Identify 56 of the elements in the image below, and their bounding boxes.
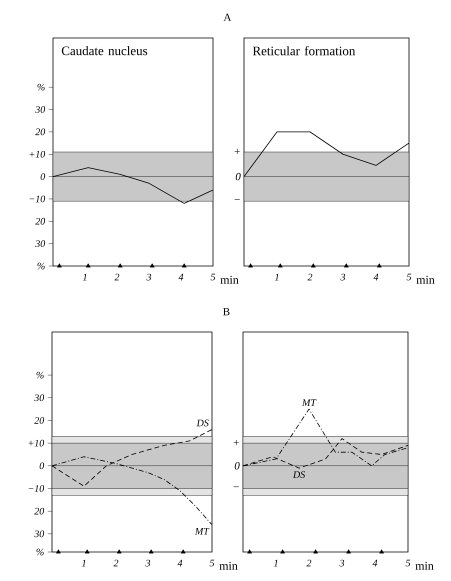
annotation: DS bbox=[292, 471, 306, 478]
x-tick-label: 5 bbox=[210, 274, 216, 280]
annotation: DS bbox=[196, 420, 209, 426]
annotation: + bbox=[234, 148, 240, 154]
x-tick-label: 2 bbox=[114, 274, 120, 280]
x-tick-label: 4 bbox=[178, 560, 182, 566]
x-axis-title: min bbox=[220, 276, 239, 284]
y-tick-label: 30 bbox=[35, 240, 46, 248]
annotation: 0 bbox=[234, 462, 240, 470]
y-tick-label: 30 bbox=[34, 394, 44, 402]
x-tick-label: 2 bbox=[308, 274, 312, 280]
x-tick-label: 5 bbox=[406, 274, 412, 280]
annotation: 0 bbox=[236, 172, 241, 180]
text: A bbox=[224, 14, 232, 21]
chart-title: Caudate nucleus bbox=[62, 46, 148, 56]
y-tick-label: 20 bbox=[35, 218, 46, 225]
annotation: MT bbox=[194, 528, 210, 534]
annotation: MT bbox=[302, 399, 317, 406]
y-tick-label: −10 bbox=[30, 196, 46, 202]
y-tick-label: 0 bbox=[40, 462, 44, 470]
annotation: − bbox=[234, 486, 239, 488]
x-tick-label: 5 bbox=[406, 560, 410, 566]
x-tick-label: 4 bbox=[372, 560, 378, 566]
chart-title: Reticular formation bbox=[252, 46, 356, 56]
x-tick-label: 2 bbox=[306, 560, 312, 566]
x-tick-label: 1 bbox=[82, 560, 86, 566]
x-tick-label: 3 bbox=[146, 274, 152, 280]
y-tick-label: +10 bbox=[30, 150, 46, 158]
annotation: + bbox=[234, 440, 239, 446]
y-tick-label: 30 bbox=[35, 106, 46, 113]
y-tick-label: % bbox=[37, 84, 45, 91]
y-tick-label: % bbox=[36, 372, 44, 378]
x-axis-title: min bbox=[416, 276, 435, 284]
x-tick-label: 4 bbox=[374, 274, 378, 280]
y-tick-label: 20 bbox=[34, 417, 44, 424]
y-tick-label: % bbox=[36, 548, 44, 556]
y-tick-label: 20 bbox=[34, 508, 44, 515]
x-tick-label: 4 bbox=[178, 274, 184, 280]
x-axis-title: min bbox=[415, 562, 434, 570]
x-tick-label: 3 bbox=[145, 560, 150, 566]
y-tick-label: +10 bbox=[28, 440, 44, 446]
text: B bbox=[223, 308, 230, 316]
x-tick-label: 1 bbox=[274, 560, 278, 566]
y-tick-label: −10 bbox=[28, 485, 44, 492]
x-tick-label: 1 bbox=[274, 274, 278, 280]
y-tick-label: 30 bbox=[34, 530, 44, 538]
x-tick-label: 3 bbox=[339, 560, 344, 566]
annotation: − bbox=[234, 199, 240, 200]
x-axis-title: min bbox=[219, 562, 238, 570]
x-tick-label: 3 bbox=[340, 274, 346, 280]
x-tick-label: 1 bbox=[82, 274, 86, 280]
y-tick-label: % bbox=[37, 262, 45, 270]
x-tick-label: 2 bbox=[114, 560, 118, 566]
y-tick-label: 0 bbox=[40, 173, 46, 180]
y-tick-label: 20 bbox=[35, 128, 46, 136]
x-tick-label: 5 bbox=[210, 560, 214, 566]
